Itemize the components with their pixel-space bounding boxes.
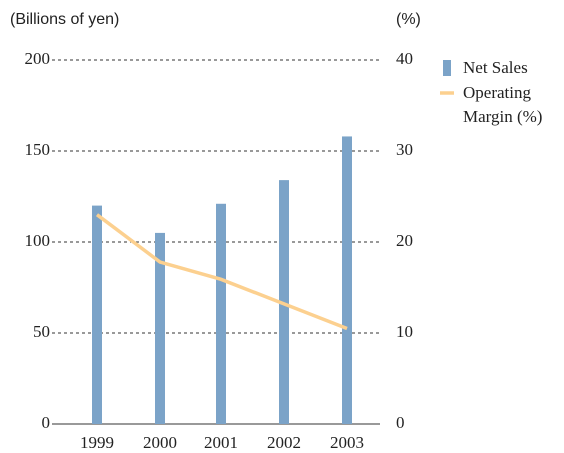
y2-axis-label: (%) bbox=[396, 11, 421, 28]
y2-tick-label: 30 bbox=[396, 140, 413, 159]
y-tick-label: 200 bbox=[25, 49, 51, 68]
x-tick-label: 1999 bbox=[80, 433, 114, 452]
y-tick-label: 150 bbox=[25, 140, 51, 159]
line bbox=[95, 213, 348, 331]
x-tick-label: 2002 bbox=[267, 433, 301, 452]
y-tick-label: 100 bbox=[25, 231, 51, 250]
legend-swatch bbox=[443, 60, 451, 76]
bar bbox=[155, 232, 165, 424]
y2-tick-label: 10 bbox=[396, 322, 413, 341]
y2-tick-label: 40 bbox=[396, 49, 413, 68]
bar bbox=[216, 203, 226, 424]
x-tick-label: 2001 bbox=[204, 433, 238, 452]
y-tick-label: 50 bbox=[33, 322, 50, 341]
legend-label: Operating Margin (%) bbox=[463, 83, 543, 126]
x-tick-label: 2000 bbox=[143, 433, 177, 452]
y-tick-label: 0 bbox=[42, 413, 51, 432]
y2-tick-label: 20 bbox=[396, 231, 413, 250]
y-axis-label: (Billions of yen) bbox=[10, 11, 119, 28]
bar bbox=[342, 136, 352, 424]
x-tick-label: 2003 bbox=[330, 433, 364, 452]
y2-tick-label: 0 bbox=[396, 413, 405, 432]
legend-label: Net Sales bbox=[463, 58, 528, 77]
bar bbox=[92, 205, 102, 424]
